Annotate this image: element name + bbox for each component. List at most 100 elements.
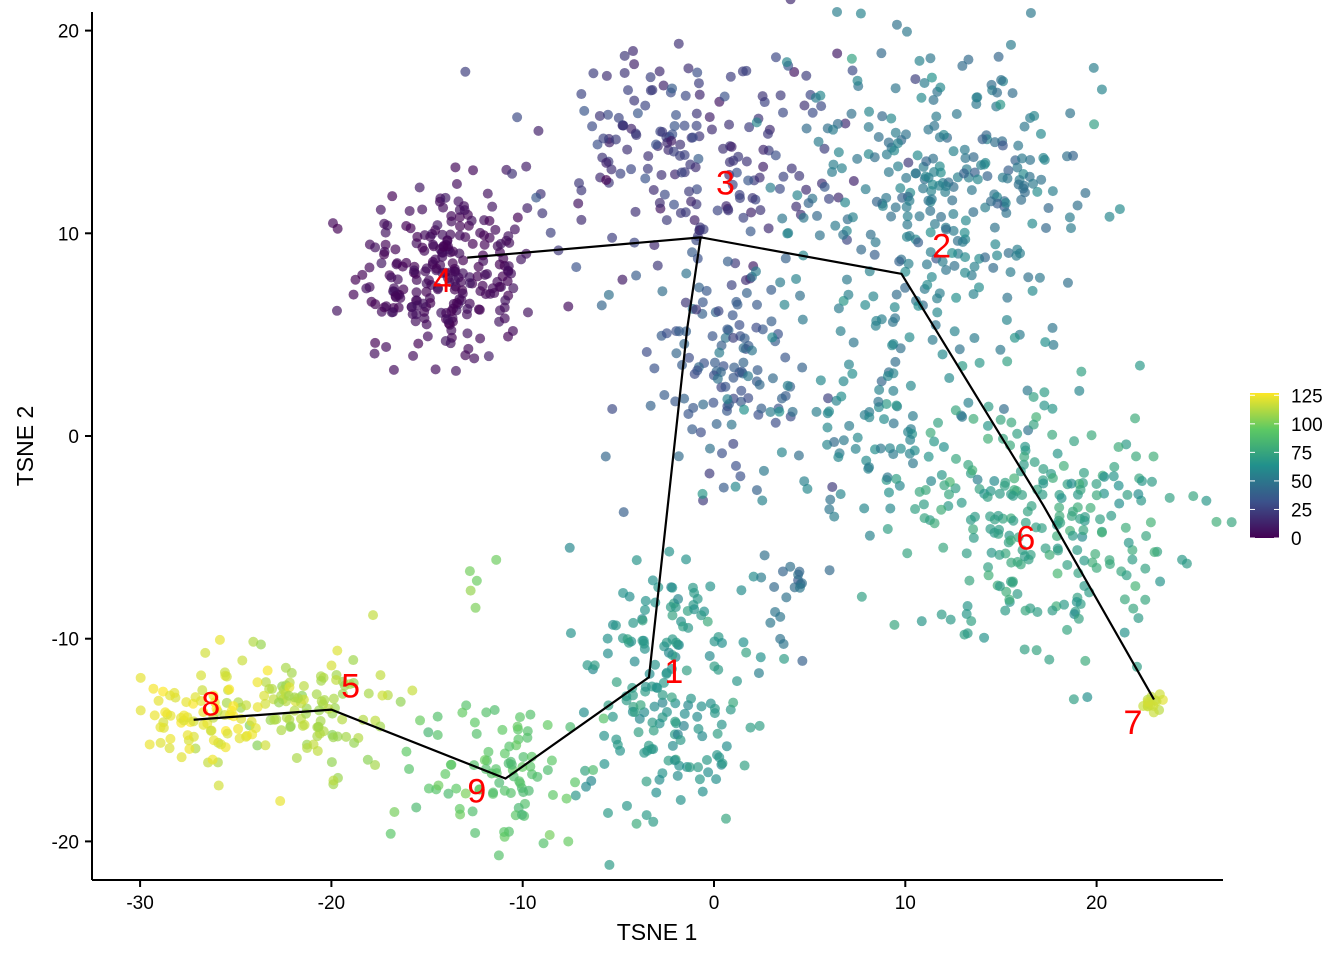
data-point: [205, 725, 216, 736]
data-point: [786, 163, 797, 174]
data-point: [250, 723, 261, 734]
data-point: [686, 693, 697, 704]
data-point: [933, 417, 944, 428]
data-point: [870, 237, 881, 248]
data-point: [1019, 121, 1030, 132]
data-point: [641, 810, 652, 821]
data-point: [905, 434, 916, 445]
y-tick-label: 20: [58, 22, 79, 43]
data-point: [537, 208, 548, 219]
data-point: [468, 165, 479, 176]
data-point: [332, 223, 343, 234]
data-point: [214, 634, 225, 645]
data-point: [697, 488, 708, 499]
data-point: [990, 239, 1001, 250]
data-point: [692, 67, 703, 78]
data-point: [775, 611, 786, 622]
data-point: [1041, 223, 1052, 234]
data-point: [508, 283, 519, 294]
data-point: [469, 353, 480, 364]
data-point: [691, 108, 702, 119]
data-point: [916, 616, 927, 627]
data-point: [542, 720, 553, 731]
data-point: [1130, 413, 1141, 424]
data-point: [618, 587, 629, 598]
y-tick-label: -20: [52, 832, 79, 853]
data-point: [883, 487, 894, 498]
data-point: [893, 161, 904, 172]
data-point: [1012, 428, 1023, 439]
data-point: [692, 365, 703, 376]
data-point: [648, 725, 659, 736]
data-point: [645, 85, 656, 96]
data-point: [829, 511, 840, 522]
data-point: [514, 712, 525, 723]
data-point: [1003, 165, 1014, 176]
data-point: [454, 212, 465, 223]
data-point: [670, 716, 681, 727]
data-point: [1072, 502, 1083, 513]
data-point: [977, 134, 988, 145]
data-point: [640, 595, 651, 606]
data-point: [733, 151, 744, 162]
data-point: [1044, 549, 1055, 560]
data-point: [423, 727, 434, 738]
data-point: [918, 183, 929, 194]
data-point: [675, 139, 686, 150]
data-point: [1090, 549, 1101, 560]
data-point: [1047, 322, 1058, 333]
data-point: [328, 693, 339, 704]
data-point: [631, 555, 642, 566]
data-point: [509, 224, 520, 235]
data-point: [730, 460, 741, 471]
data-point: [937, 256, 948, 267]
data-point: [576, 214, 587, 225]
data-point: [949, 260, 960, 271]
data-point: [693, 153, 704, 164]
data-point: [426, 280, 437, 291]
data-point: [1066, 478, 1077, 489]
data-point: [850, 443, 861, 454]
data-point: [149, 710, 160, 721]
data-point: [1048, 339, 1059, 350]
data-point: [926, 476, 937, 487]
data-point: [1109, 461, 1120, 472]
data-point: [332, 731, 343, 742]
data-point: [960, 215, 971, 226]
data-point: [903, 157, 914, 168]
data-point: [1056, 493, 1067, 504]
data-point: [259, 690, 270, 701]
data-point: [1005, 535, 1016, 546]
data-point: [680, 90, 691, 101]
data-point: [497, 724, 508, 735]
data-point: [1149, 547, 1160, 558]
data-point: [979, 632, 990, 643]
data-point: [1072, 200, 1083, 211]
data-point: [503, 231, 514, 242]
data-point: [1002, 292, 1013, 303]
x-ticks: -30 -20 -10 0 10 20: [126, 880, 1107, 914]
data-point: [507, 168, 518, 179]
data-point: [1027, 218, 1038, 229]
data-point: [1140, 594, 1151, 605]
data-point: [961, 609, 972, 620]
data-point: [542, 765, 553, 776]
data-point: [960, 153, 971, 164]
data-point: [712, 205, 723, 216]
data-point: [943, 489, 954, 500]
data-point: [704, 468, 715, 479]
data-point: [546, 755, 557, 766]
data-point: [494, 305, 505, 316]
data-point: [228, 701, 239, 712]
data-point: [864, 412, 875, 423]
data-point: [603, 808, 614, 819]
data-point: [601, 157, 612, 168]
data-point: [499, 826, 510, 837]
data-point: [313, 721, 324, 732]
data-point: [836, 391, 847, 402]
data-point: [954, 344, 965, 355]
data-point: [928, 153, 939, 164]
data-point: [726, 280, 737, 291]
data-point: [923, 124, 934, 135]
data-point: [729, 362, 740, 373]
